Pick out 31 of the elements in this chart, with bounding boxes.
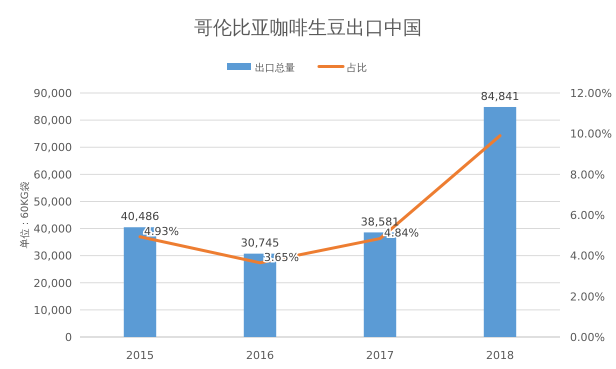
data-label: 40,486 bbox=[120, 210, 160, 224]
y2-tick-label: 10.00% bbox=[570, 128, 612, 141]
y2-tick-label: 0.00% bbox=[570, 331, 605, 344]
y-tick-label: 0 bbox=[65, 331, 72, 344]
data-label: 3.65% bbox=[264, 250, 299, 264]
y2-tick-label: 4.00% bbox=[570, 250, 605, 263]
y-tick-label: 30,000 bbox=[34, 250, 72, 263]
y-axis-title: 单位：60KG袋 bbox=[19, 181, 31, 249]
y2-tick-label: 6.00% bbox=[570, 209, 605, 222]
data-label: 84,841 bbox=[480, 90, 520, 103]
y-tick-label: 50,000 bbox=[34, 195, 72, 208]
y-tick-label: 40,000 bbox=[34, 222, 72, 236]
x-tick-label: 2018 bbox=[486, 349, 514, 362]
legend-label: 占比 bbox=[347, 62, 367, 74]
legend-label: 出口总量 bbox=[255, 62, 295, 74]
x-tick-label: 2017 bbox=[366, 349, 394, 362]
data-label: 38,581 bbox=[360, 215, 400, 228]
y2-tick-label: 2.00% bbox=[570, 290, 605, 304]
y-tick-label: 90,000 bbox=[34, 87, 72, 100]
x-tick-label: 2015 bbox=[126, 349, 154, 362]
y-tick-label: 10,000 bbox=[34, 304, 72, 317]
x-tick-label: 2016 bbox=[246, 349, 274, 362]
y-tick-label: 60,000 bbox=[34, 168, 72, 182]
y2-tick-label: 8.00% bbox=[570, 168, 605, 182]
y-tick-label: 20,000 bbox=[34, 276, 72, 290]
chart-title: 哥伦比亚咖啡生豆出口中国 bbox=[194, 17, 422, 39]
bar bbox=[484, 106, 516, 337]
data-label: 30,745 bbox=[240, 236, 280, 250]
y-tick-label: 70,000 bbox=[34, 141, 72, 154]
y2-tick-label: 12.00% bbox=[570, 87, 612, 100]
y-tick-label: 80,000 bbox=[34, 114, 72, 128]
